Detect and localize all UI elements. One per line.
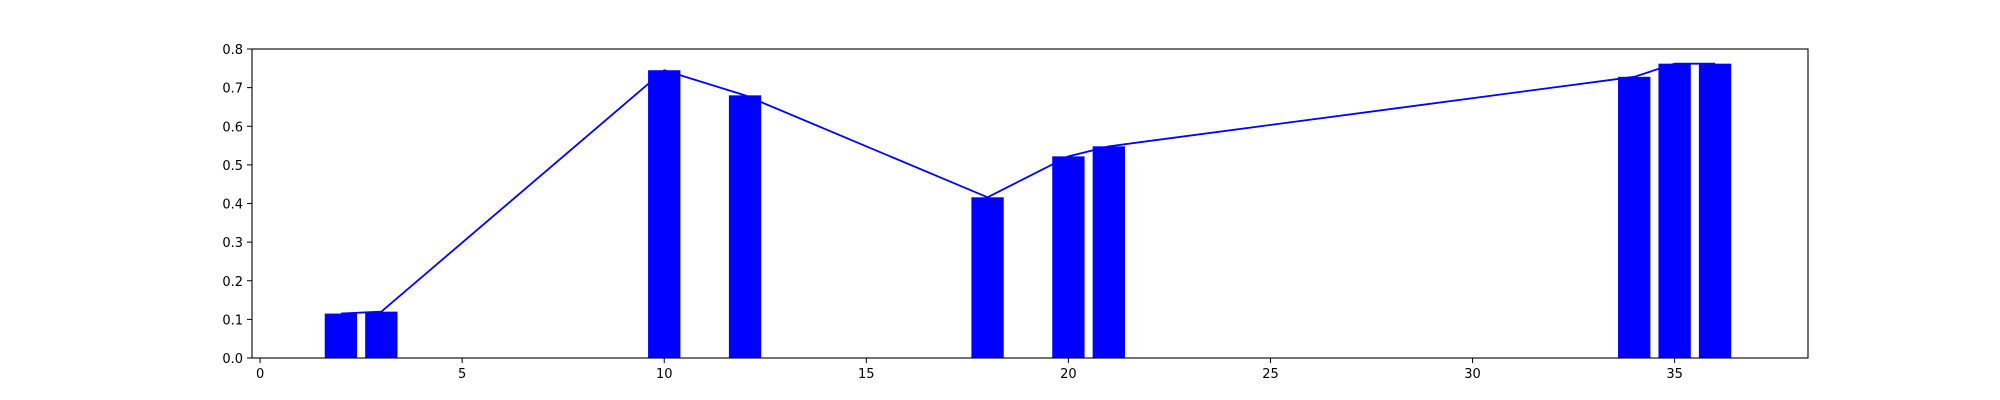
x-tick-label: 20 (1060, 367, 1077, 382)
bar (1618, 76, 1651, 358)
bar (971, 197, 1004, 358)
bar (648, 70, 681, 359)
line-layer (340, 62, 1716, 315)
x-tick-label: 10 (656, 367, 673, 382)
x-tick-label: 25 (1262, 367, 1279, 382)
series-line (340, 62, 1716, 315)
y-tick-label: 0.8 (222, 43, 243, 58)
y-tick-label: 0.0 (222, 352, 243, 367)
y-tick-label: 0.1 (222, 313, 243, 328)
y-tick-label: 0.5 (222, 159, 243, 174)
x-tick-label: 30 (1464, 367, 1481, 382)
bar (1698, 63, 1732, 359)
y-tick-label: 0.3 (222, 236, 243, 251)
bar (1052, 156, 1085, 358)
y-tick-label: 0.4 (222, 198, 243, 213)
bar (1092, 146, 1125, 358)
y-tick-label: 0.7 (222, 82, 243, 97)
x-tick-label: 5 (458, 367, 466, 382)
x-tick-label: 15 (858, 367, 875, 382)
y-tick-label: 0.2 (222, 275, 243, 290)
bar (365, 311, 398, 358)
axes-layer: 0 5 10 15 20 25 30 35 0.0 0.1 0.2 0.3 0.4 0.5 0.6 0.7 0.… (222, 43, 1809, 382)
bar (324, 313, 358, 358)
bars-layer (324, 63, 1732, 359)
x-tick-label: 0 (256, 367, 264, 382)
plot-frame (251, 48, 1809, 359)
bar (1658, 63, 1691, 359)
bar (728, 95, 762, 358)
y-tick-label: 0.6 (222, 120, 243, 135)
x-tick-label: 35 (1666, 367, 1683, 382)
